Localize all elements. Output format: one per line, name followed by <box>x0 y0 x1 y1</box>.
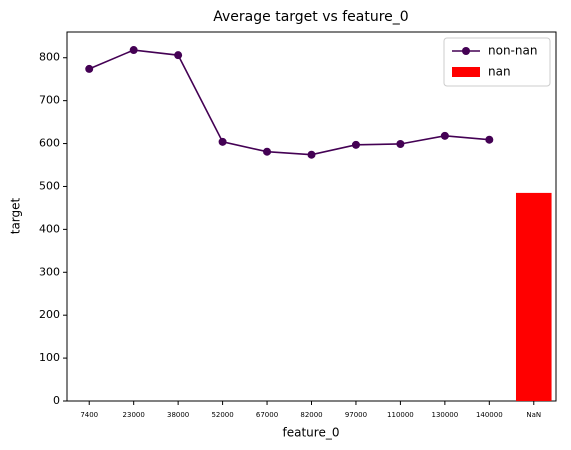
marker <box>485 135 494 144</box>
y-axis-label: target <box>9 197 23 234</box>
legend-label: non-nan <box>488 44 537 58</box>
plot-frame <box>66 31 557 402</box>
x-tick-label: 7400 <box>80 411 98 419</box>
marker <box>307 150 316 159</box>
chart-title: Average target vs feature_0 <box>213 9 408 25</box>
marker <box>174 51 183 60</box>
marker <box>129 46 138 55</box>
x-tick-label: 38000 <box>167 411 189 419</box>
y-tick-label: 200 <box>39 308 60 321</box>
marker <box>85 64 94 73</box>
x-tick-label: 130000 <box>431 411 458 419</box>
x-tick-label: 97000 <box>345 411 367 419</box>
line <box>88 49 490 156</box>
x-tick-label: 82000 <box>300 411 322 419</box>
y-tick-label: 600 <box>39 137 60 150</box>
legend-swatch <box>452 67 480 77</box>
y-tick-label: 300 <box>39 265 60 278</box>
x-tick-label: 52000 <box>211 411 233 419</box>
marker <box>351 140 360 149</box>
y-tick-label: 500 <box>39 179 60 192</box>
y-tick-label: 700 <box>39 94 60 107</box>
y-tick-label: 400 <box>39 222 60 235</box>
x-tick-label: 140000 <box>476 411 503 419</box>
marker <box>263 147 272 156</box>
x-tick-label: 23000 <box>123 411 145 419</box>
legend-label: nan <box>488 65 511 79</box>
x-axis-label: feature_0 <box>283 426 340 440</box>
bar <box>515 192 552 401</box>
legend-marker <box>462 47 470 55</box>
y-tick-label: 100 <box>39 351 60 364</box>
marker <box>218 137 227 146</box>
marker <box>396 139 405 148</box>
x-tick-label: 110000 <box>387 411 414 419</box>
x-tick-label: NaN <box>526 411 541 419</box>
y-tick-label: 800 <box>39 51 60 64</box>
marker <box>440 131 449 140</box>
x-tick-label: 67000 <box>256 411 278 419</box>
y-tick-label: 0 <box>53 394 60 407</box>
